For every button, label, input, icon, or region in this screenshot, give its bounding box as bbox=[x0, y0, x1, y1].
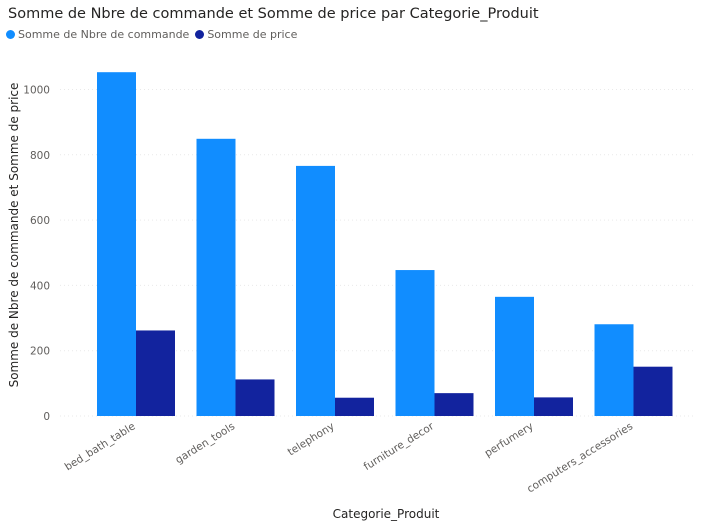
y-tick-label: 800 bbox=[30, 150, 50, 162]
x-tick-label: computers_accessories bbox=[525, 420, 635, 495]
legend: Somme de Nbre de commande Somme de price bbox=[6, 28, 303, 41]
y-tick-label: 0 bbox=[43, 411, 50, 423]
y-tick-label: 1000 bbox=[23, 85, 50, 97]
x-tick-label: perfumery bbox=[483, 420, 536, 459]
y-axis-ticks: 0 200 400 600 800 1000 bbox=[23, 85, 50, 424]
bar-price[interactable] bbox=[235, 379, 275, 416]
y-tick-label: 600 bbox=[30, 215, 50, 227]
x-axis-title: Categorie_Produit bbox=[333, 507, 440, 521]
legend-item-price[interactable]: Somme de price bbox=[195, 28, 297, 41]
bar-price[interactable] bbox=[633, 366, 673, 416]
legend-swatch-price bbox=[195, 30, 205, 39]
bar-price[interactable] bbox=[534, 397, 573, 416]
chart-title: Somme de Nbre de commande et Somme de pr… bbox=[8, 6, 539, 22]
legend-item-commande[interactable]: Somme de Nbre de commande bbox=[6, 28, 189, 41]
bar-commande[interactable] bbox=[196, 138, 236, 416]
x-tick-label: telephony bbox=[286, 420, 337, 458]
bar-commande[interactable] bbox=[594, 324, 634, 416]
y-tick-label: 200 bbox=[30, 346, 50, 358]
x-tick-label: bed_bath_table bbox=[63, 420, 138, 473]
legend-label-commande: Somme de Nbre de commande bbox=[18, 28, 190, 41]
x-tick-label: furniture_decor bbox=[362, 420, 437, 473]
bar-commande[interactable] bbox=[97, 72, 136, 417]
x-tick-label: garden_tools bbox=[173, 420, 237, 466]
bars bbox=[97, 72, 673, 417]
x-axis-ticks: bed_bath_table garden_tools telephony furni… bbox=[63, 420, 635, 495]
legend-label-price: Somme de price bbox=[207, 28, 298, 41]
legend-swatch-commande bbox=[6, 30, 15, 39]
bar-commande[interactable] bbox=[495, 296, 534, 416]
bar-price[interactable] bbox=[335, 397, 374, 416]
y-tick-label: 400 bbox=[30, 280, 50, 292]
y-axis-title: Somme de Nbre de commande et Somme de pr… bbox=[7, 83, 21, 388]
bar-price[interactable] bbox=[136, 330, 175, 416]
bar-price[interactable] bbox=[434, 393, 474, 416]
bar-commande[interactable] bbox=[296, 165, 335, 416]
bar-commande[interactable] bbox=[395, 270, 435, 416]
